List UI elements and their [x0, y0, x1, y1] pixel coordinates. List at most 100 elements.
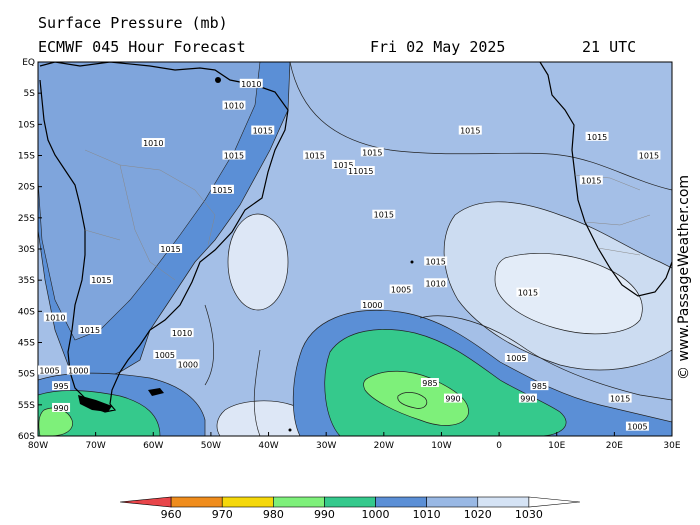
svg-text:1015: 1015 [460, 127, 480, 136]
isobar-label: 1015 [516, 287, 540, 298]
isobar-label: 990 [52, 402, 71, 413]
lon-tick-label: 30E [663, 441, 680, 451]
isobar-label: 1015 [424, 256, 448, 266]
falkland-islands [148, 388, 164, 396]
colorbar-tick-label: 980 [263, 508, 284, 521]
svg-text:1000: 1000 [68, 367, 88, 376]
pressure-contour-985 [397, 392, 428, 409]
isobar-label: 1010 [239, 78, 263, 89]
isobar-label: 1015 [89, 275, 113, 285]
colorbar-segment [324, 496, 376, 508]
south-america-internal-border [84, 149, 216, 281]
lon-tick-label: 50W [201, 441, 221, 451]
island [410, 260, 414, 264]
svg-text:1015: 1015 [587, 133, 607, 142]
colorbar-arrow-high [528, 496, 581, 508]
svg-text:1000: 1000 [362, 301, 382, 310]
colorbar-tick-label: 960 [161, 508, 182, 521]
svg-text:1015: 1015 [91, 276, 111, 285]
lat-tick-label: EQ [22, 58, 35, 68]
colorbar-segment [477, 496, 530, 508]
isobar-label: 1010 [424, 278, 448, 288]
isobar-label: 1010 [222, 100, 246, 111]
model-forecast-label: ECMWF 045 Hour Forecast [38, 38, 246, 56]
isobar-label: 1005 [389, 284, 413, 295]
lat-tick-label: 30S [18, 245, 35, 255]
isobar-label: 985 [420, 378, 439, 388]
svg-text:1010: 1010 [224, 102, 244, 111]
svg-text:1015: 1015 [374, 211, 394, 220]
isobar-label: 1005 [38, 365, 62, 376]
isobar-label: 1005 [153, 349, 177, 360]
isobar-label: 11015 [346, 166, 375, 176]
lat-tick-label: 35S [18, 276, 35, 286]
colorbar-tick-label: 1010 [413, 508, 441, 521]
isobar-label: 1015 [210, 184, 234, 195]
lon-tick-label: 10W [431, 441, 451, 451]
svg-text:1015: 1015 [333, 161, 353, 170]
colorbar-tick-label: 970 [212, 508, 233, 521]
forecast-date: Fri 02 May 2025 [370, 38, 506, 56]
lat-tick-label: 5S [24, 89, 36, 99]
isobar-line [289, 62, 672, 191]
isobar-label: 1015 [585, 131, 609, 142]
isobar-line [253, 349, 261, 436]
isobar-label: 985 [530, 381, 549, 391]
isobar-label: 1015 [579, 175, 603, 185]
isobar-label: 1015 [222, 150, 246, 161]
svg-text:1015: 1015 [610, 395, 630, 404]
isobar-label: 1015 [331, 159, 355, 170]
colorbar-segment [426, 496, 479, 508]
svg-text:1015: 1015 [224, 152, 244, 161]
lon-tick-label: 30W [316, 441, 336, 451]
lat-tick-label: 10S [18, 120, 35, 130]
isobar-label: 1015 [159, 244, 183, 254]
colorbar-tick-label: 990 [314, 508, 335, 521]
isobar-line [419, 315, 672, 401]
colorbar: 960 970 980 990 1000 1010 1020 1030 [119, 496, 581, 521]
colorbar-segment [170, 496, 223, 508]
svg-text:1015: 1015 [160, 245, 180, 254]
lon-tick-label: 10E [548, 441, 565, 451]
isobar-labels: 1015101510151015110151015101510151015101… [38, 78, 661, 432]
island [215, 77, 221, 83]
lon-tick-label: 70W [85, 441, 105, 451]
tierra-del-fuego [78, 395, 112, 412]
lon-tick-label: 20W [374, 441, 394, 451]
isobar-label: 1000 [360, 300, 384, 310]
pressure-band-1025-east [494, 253, 643, 335]
svg-text:1015: 1015 [304, 152, 324, 161]
svg-text:1010: 1010 [45, 314, 65, 323]
colorbar-tick-label: 1020 [464, 508, 492, 521]
pressure-band-990 [363, 370, 469, 426]
colorbar-tick-label: 1030 [515, 508, 543, 521]
isobar-line [204, 304, 214, 386]
latitude-axis: EQ 5S 10S 15S 20S 25S 30S 35S 40S 45S 50S 55S 60S [18, 58, 42, 442]
colorbar-arrow-low [119, 496, 172, 508]
svg-text:1015: 1015 [518, 289, 538, 298]
lat-tick-label: 40S [18, 307, 35, 317]
isobar-label: 1000 [176, 359, 200, 369]
island [288, 428, 292, 432]
pressure-high-west [227, 213, 289, 311]
colorbar-tick-label: 1000 [362, 508, 390, 521]
isobar-label: 1010 [141, 138, 165, 148]
svg-text:1015: 1015 [362, 148, 382, 157]
colorbar-segment [273, 496, 325, 508]
svg-text:1010: 1010 [241, 80, 261, 89]
lat-tick-label: 25S [18, 214, 35, 224]
svg-text:1010: 1010 [143, 139, 163, 148]
map-field [38, 62, 672, 436]
lat-tick-label: 20S [18, 183, 35, 193]
svg-text:1015: 1015 [581, 176, 601, 185]
isobar-label: 990 [443, 393, 462, 404]
svg-text:990: 990 [445, 395, 460, 404]
svg-text:1005: 1005 [627, 423, 647, 432]
isobar-label: 1010 [170, 328, 194, 338]
svg-text:1000: 1000 [178, 360, 198, 369]
watermark: © www.PassageWeather.com [676, 174, 692, 380]
isobar-label: 1015 [360, 147, 384, 157]
svg-text:1005: 1005 [391, 286, 411, 295]
isobar-label: 1015 [78, 325, 102, 335]
